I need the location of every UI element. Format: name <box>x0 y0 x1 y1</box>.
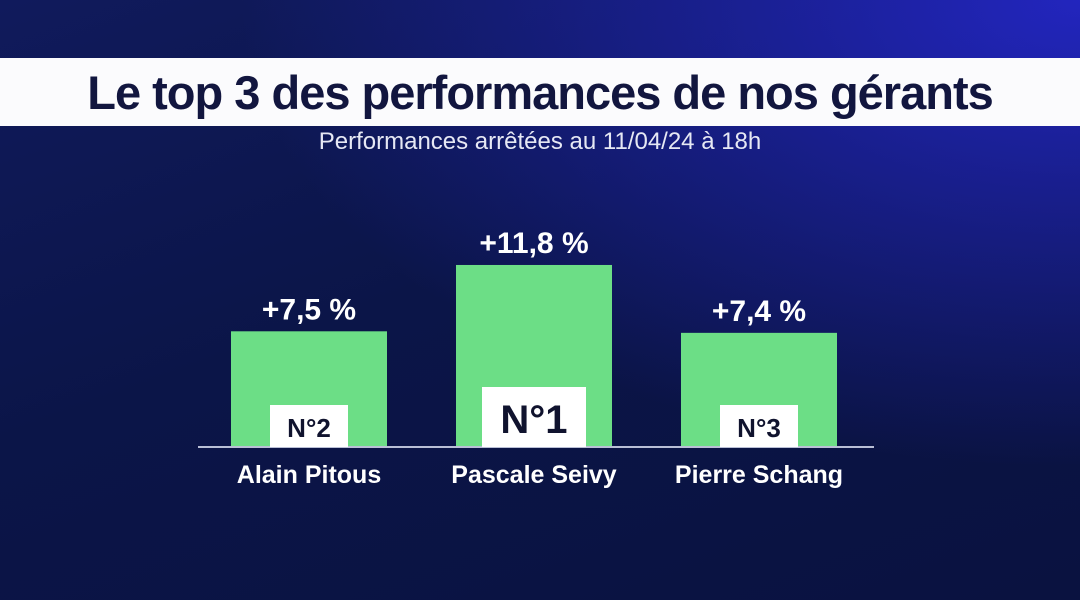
chart-subtitle: Performances arrêtées au 11/04/24 à 18h <box>318 128 762 155</box>
value-label-alain-pitous: +7,5 % <box>262 293 356 326</box>
labels-layer: +7,5 % N°2 Alain Pitous +11,8 % N°1 Pascale S… <box>237 227 843 489</box>
title-banner: Le top 3 des performances de nos gérants <box>0 58 1080 126</box>
value-label-pierre-schang: +7,4 % <box>712 295 806 328</box>
chart-title: Le top 3 des performances de nos gérants <box>87 65 993 119</box>
category-label-alain-pitous: Alain Pitous <box>237 461 381 489</box>
rank-label-pascale-seivy: N°1 <box>500 398 567 442</box>
category-label-pierre-schang: Pierre Schang <box>675 461 843 489</box>
rank-badge-pierre-schang <box>720 405 798 447</box>
rank-badge-alain-pitous <box>270 405 348 447</box>
value-label-pascale-seivy: +11,8 % <box>479 227 588 260</box>
category-label-pascale-seivy: Pascale Seivy <box>451 461 617 489</box>
rank-label-pierre-schang: N°3 <box>737 413 781 443</box>
rank-badge-pascale-seivy <box>482 387 586 447</box>
rank-label-alain-pitous: N°2 <box>287 413 331 443</box>
